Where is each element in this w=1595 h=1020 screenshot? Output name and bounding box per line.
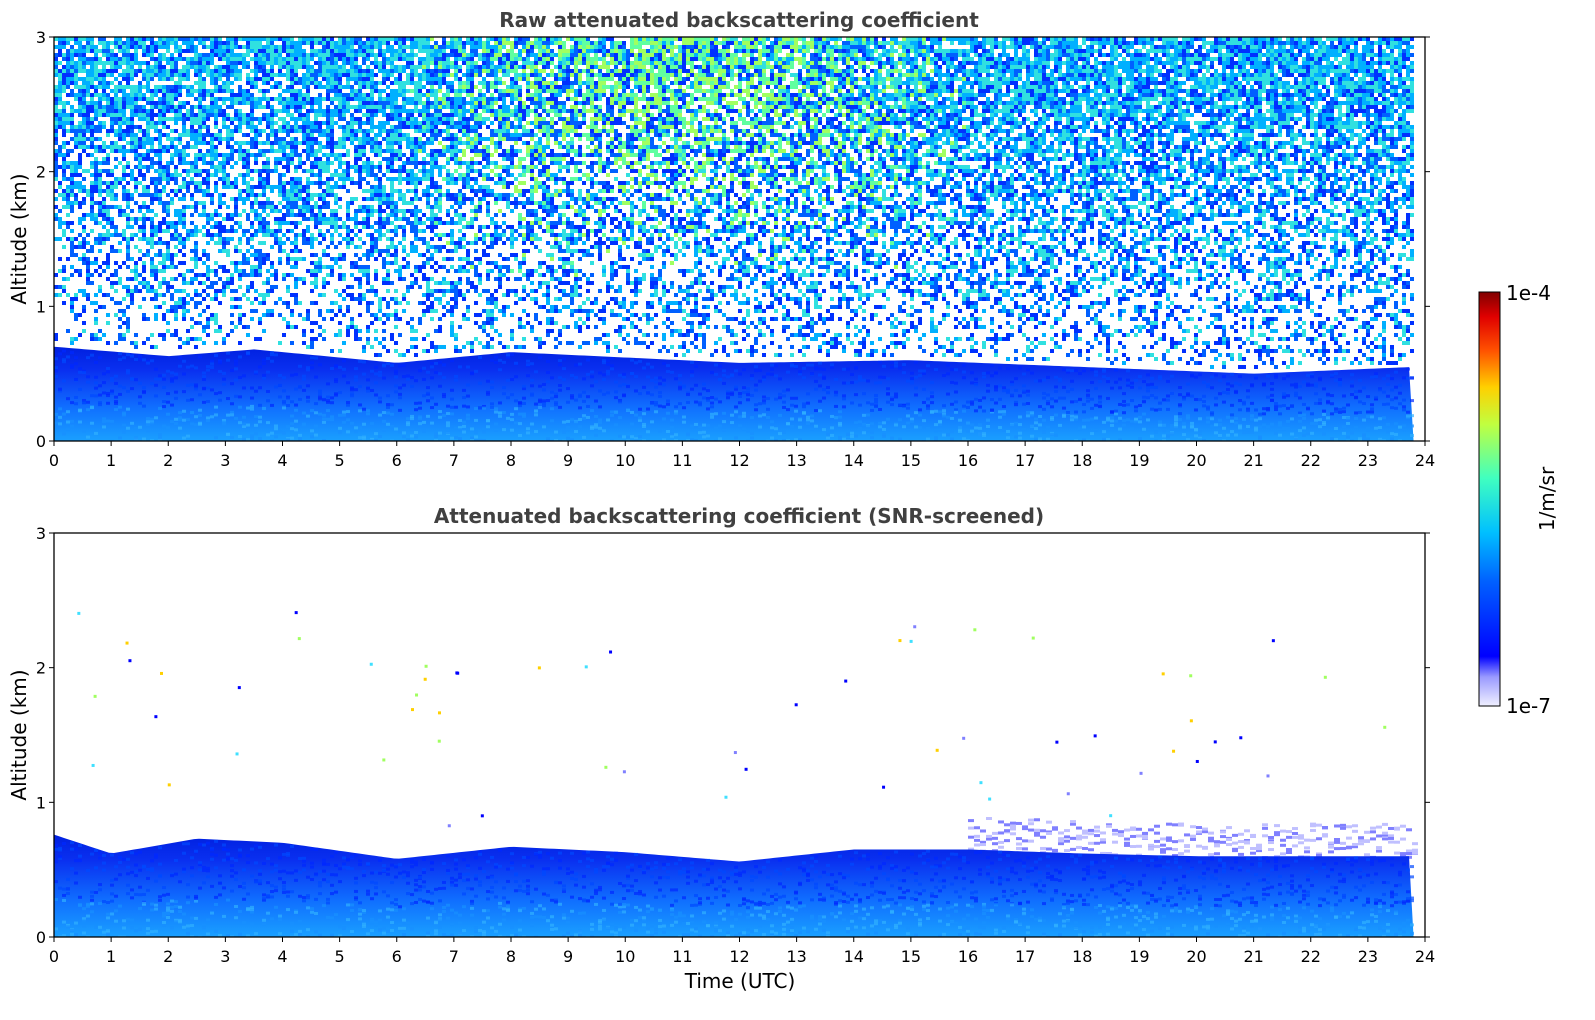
panel-raw-xtick-label: 2 [163, 451, 173, 470]
panel-raw-xtick-label: 9 [563, 451, 573, 470]
panel-raw-xtick-label: 22 [1301, 451, 1321, 470]
panel-screened-xtick-label: 3 [220, 947, 230, 966]
panel-raw-xtick-label: 13 [786, 451, 806, 470]
panel-raw-xtick-label: 15 [901, 451, 921, 470]
colorbar: 1e-4 1e-7 1/m/sr [1479, 281, 1559, 718]
panel-screened-xtick-label: 7 [449, 947, 459, 966]
panel-raw-title: Raw attenuated backscattering coefficien… [499, 8, 979, 32]
panel-raw-data [54, 37, 1414, 444]
panel-screened-xtick-label: 22 [1301, 947, 1321, 966]
panel-screened-xtick-label: 1 [106, 947, 116, 966]
panel-raw-xtick-label: 10 [615, 451, 635, 470]
panel-screened-xtick-label: 24 [1415, 947, 1435, 966]
panel-screened-ytick-label: 0 [36, 928, 46, 947]
panel-screened-xtick-label: 10 [615, 947, 635, 966]
panel-screened-ytick-label: 2 [36, 659, 46, 678]
panel-raw-xtick-label: 24 [1415, 451, 1435, 470]
colorbar-unit-label: 1/m/sr [1535, 466, 1559, 531]
panel-screened-xtick-label: 19 [1129, 947, 1149, 966]
panel-screened-xtick-label: 18 [1072, 947, 1092, 966]
panel-raw-xtick-label: 20 [1186, 451, 1206, 470]
panel-screened-xlabel: Time (UTC) [684, 969, 796, 993]
panel-raw-xtick-label: 16 [958, 451, 978, 470]
panel-screened-xtick-label: 6 [392, 947, 402, 966]
panel-raw-xtick-label: 18 [1072, 451, 1092, 470]
panel-raw-ylabel: Altitude (km) [7, 173, 31, 304]
panel-screened: Attenuated backscattering coefficient (S… [7, 504, 1435, 993]
panel-raw-xtick-label: 3 [220, 451, 230, 470]
panel-raw-xtick-label: 1 [106, 451, 116, 470]
panel-screened-xtick-label: 20 [1186, 947, 1206, 966]
panel-screened-data [54, 611, 1418, 940]
colorbar-min-label: 1e-7 [1506, 694, 1551, 718]
panel-raw-xtick-label: 12 [729, 451, 749, 470]
panel-raw-xtick-label: 17 [1015, 451, 1035, 470]
panel-raw-xtick-label: 23 [1358, 451, 1378, 470]
panel-raw-ytick-label: 1 [36, 297, 46, 316]
panel-screened-ytick-label: 1 [36, 793, 46, 812]
panel-screened-xtick-label: 23 [1358, 947, 1378, 966]
panel-screened-title: Attenuated backscattering coefficient (S… [434, 504, 1044, 528]
panel-raw-xtick-label: 11 [672, 451, 692, 470]
panel-raw-xtick-label: 19 [1129, 451, 1149, 470]
panel-screened-xtick-label: 17 [1015, 947, 1035, 966]
panel-screened-ytick-label: 3 [36, 524, 46, 543]
panel-raw-xtick-label: 14 [844, 451, 864, 470]
panel-raw-xtick-label: 4 [277, 451, 287, 470]
panel-screened-xtick-label: 12 [729, 947, 749, 966]
panel-screened-xtick-label: 14 [844, 947, 864, 966]
panel-screened-xtick-label: 8 [506, 947, 516, 966]
panel-raw: Raw attenuated backscattering coefficien… [7, 8, 1435, 470]
panel-raw-xtick-label: 6 [392, 451, 402, 470]
panel-screened-xtick-label: 9 [563, 947, 573, 966]
panel-raw-xtick-label: 7 [449, 451, 459, 470]
panel-screened-xtick-label: 15 [901, 947, 921, 966]
panel-raw-xtick-label: 0 [49, 451, 59, 470]
colorbar-gradient [1479, 292, 1500, 706]
panel-screened-xtick-label: 0 [49, 947, 59, 966]
panel-screened-xtick-label: 4 [277, 947, 287, 966]
panel-screened-xtick-label: 21 [1243, 947, 1263, 966]
panel-screened-xtick-label: 2 [163, 947, 173, 966]
colorbar-max-label: 1e-4 [1506, 281, 1551, 305]
panel-screened-xtick-label: 11 [672, 947, 692, 966]
panel-raw-xtick-label: 5 [335, 451, 345, 470]
panel-raw-xtick-label: 8 [506, 451, 516, 470]
panel-raw-ytick-label: 0 [36, 432, 46, 451]
panel-screened-ylabel: Altitude (km) [7, 669, 31, 800]
panel-raw-xtick-label: 21 [1243, 451, 1263, 470]
panel-screened-xtick-label: 13 [786, 947, 806, 966]
panel-raw-ytick-label: 3 [36, 28, 46, 47]
panel-screened-xtick-label: 5 [335, 947, 345, 966]
panel-screened-xtick-label: 16 [958, 947, 978, 966]
panel-raw-ytick-label: 2 [36, 163, 46, 182]
